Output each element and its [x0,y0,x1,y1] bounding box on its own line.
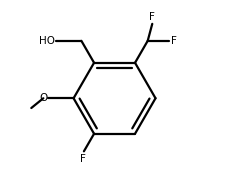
Text: O: O [39,93,47,103]
Text: F: F [149,12,155,22]
Text: F: F [79,154,85,164]
Text: HO: HO [39,36,55,46]
Text: F: F [171,36,177,46]
